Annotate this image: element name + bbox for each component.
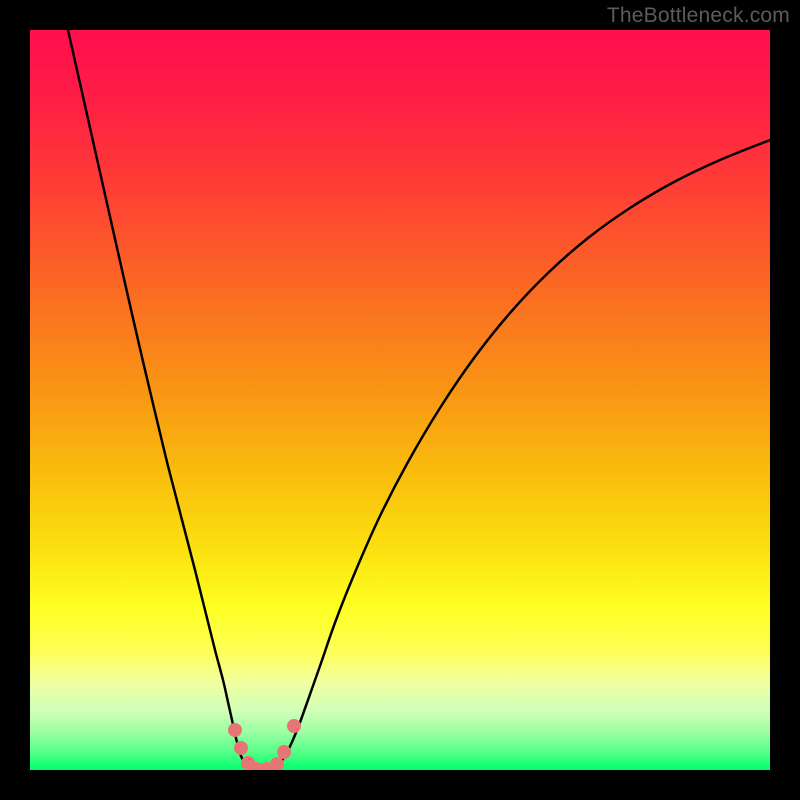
curve-marker (287, 719, 301, 733)
curve-marker (228, 723, 242, 737)
watermark-text: TheBottleneck.com (607, 4, 790, 28)
chart-frame: TheBottleneck.com (0, 0, 800, 800)
plot-area (30, 30, 770, 770)
curve-marker (277, 745, 291, 759)
bottleneck-curve (30, 30, 770, 770)
curve-path (68, 30, 770, 770)
curve-marker (234, 741, 248, 755)
